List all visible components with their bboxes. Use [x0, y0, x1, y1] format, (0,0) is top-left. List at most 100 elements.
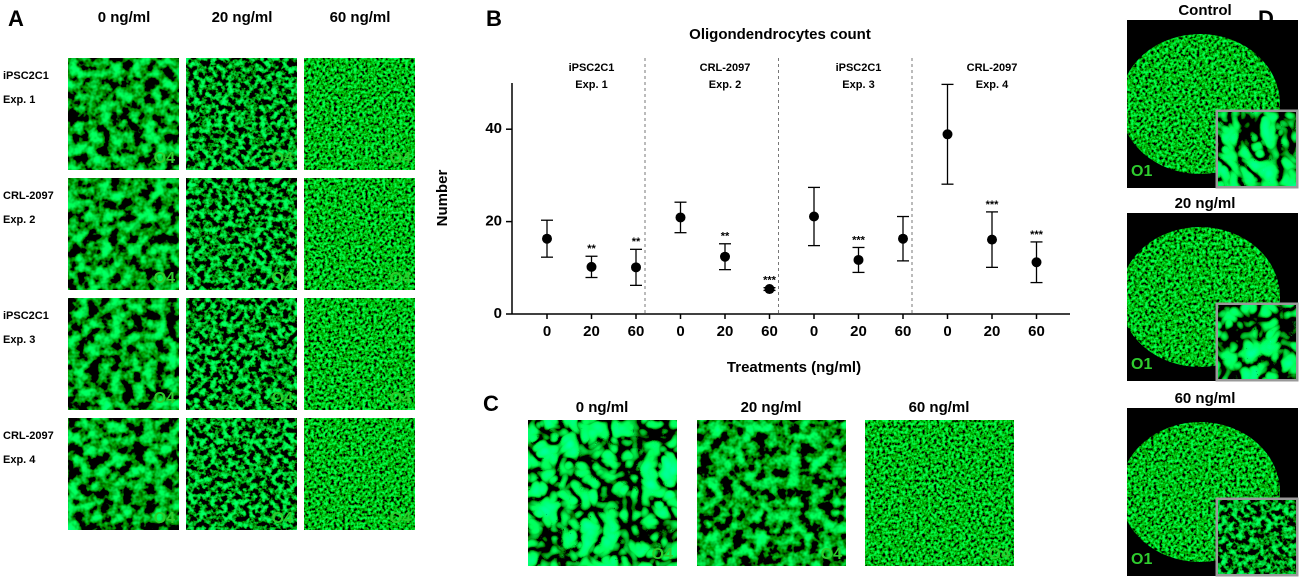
chart-title: Oligondendrocytes count: [689, 26, 871, 43]
marker-label: O4: [390, 150, 411, 167]
x-tick-label: 20: [850, 323, 867, 340]
significance: ***: [852, 234, 866, 246]
row-label: Exp. 1: [3, 94, 35, 106]
x-tick-label: 20: [583, 323, 600, 340]
column-header: 60 ng/ml: [330, 9, 391, 26]
row-label: iPSC2C1: [3, 70, 49, 82]
micrograph: O4: [304, 58, 415, 170]
row-header: 20 ng/ml: [1175, 195, 1236, 212]
x-tick-label: 0: [543, 323, 551, 340]
image-texture: [304, 178, 415, 290]
x-tick-label: 60: [895, 323, 912, 340]
significance: ***: [1030, 229, 1044, 241]
column-header: 60 ng/ml: [909, 399, 970, 416]
group-label: Exp. 4: [976, 79, 1009, 91]
marker-label: O1: [1131, 356, 1152, 373]
group-label: Exp. 1: [575, 79, 607, 91]
image-texture: [186, 178, 297, 290]
micrograph: O4: [68, 178, 179, 290]
x-axis-label: Treatments (ng/ml): [727, 359, 861, 376]
row-header: Control: [1178, 2, 1231, 19]
marker-label: O4: [652, 546, 673, 563]
image-texture: [304, 58, 415, 170]
marker-label: O4: [989, 546, 1010, 563]
point: [1031, 257, 1042, 268]
point: [809, 211, 819, 222]
point: [586, 261, 597, 272]
group-label: CRL-2097: [700, 62, 751, 74]
image-texture: [304, 418, 415, 530]
micrograph: O1: [1127, 408, 1299, 577]
y-tick-label: 40: [485, 120, 502, 137]
marker-label: O4: [272, 510, 293, 527]
micrograph: O4: [304, 178, 415, 290]
x-tick-label: 20: [717, 323, 734, 340]
group-label: iPSC2C1: [836, 62, 882, 74]
image-texture: [68, 418, 179, 530]
micrograph: O4: [68, 298, 179, 410]
row-label: Exp. 4: [3, 454, 36, 466]
image-texture: [186, 298, 297, 410]
panel-label: A: [8, 6, 24, 31]
marker-label: O4: [390, 390, 411, 407]
point: [631, 262, 641, 273]
marker-label: O1: [1131, 551, 1152, 568]
micrograph: O4: [528, 420, 677, 566]
marker-label: O1: [1131, 163, 1152, 180]
point: [542, 233, 552, 244]
point: [987, 234, 997, 245]
inset-texture: [1218, 305, 1296, 379]
micrograph: O4: [186, 178, 297, 290]
significance: **: [587, 243, 596, 255]
image-texture: [186, 418, 297, 530]
row-label: CRL-2097: [3, 430, 54, 442]
row-label: iPSC2C1: [3, 310, 49, 322]
panel-label: B: [486, 6, 502, 31]
column-header: 0 ng/ml: [576, 399, 629, 416]
image-texture: [697, 420, 846, 566]
significance: ***: [986, 199, 1000, 211]
marker-label: O4: [272, 270, 293, 287]
micrograph: O4: [68, 418, 179, 530]
image-texture: [304, 298, 415, 410]
point: [853, 254, 864, 265]
row-label: Exp. 3: [3, 334, 35, 346]
x-tick-label: 60: [1028, 323, 1045, 340]
column-header: 20 ng/ml: [212, 9, 273, 26]
image-texture: [68, 178, 179, 290]
point: [720, 251, 730, 262]
group-label: CRL-2097: [967, 62, 1018, 74]
column-header: 20 ng/ml: [741, 399, 802, 416]
image-texture: [68, 58, 179, 170]
image-texture: [186, 58, 297, 170]
y-tick-label: 20: [485, 213, 502, 230]
x-tick-label: 60: [761, 323, 778, 340]
panel-label: C: [483, 391, 499, 416]
inset-texture: [1218, 500, 1296, 574]
x-tick-label: 60: [628, 323, 645, 340]
micrograph: O4: [186, 58, 297, 170]
micrograph: O4: [865, 420, 1014, 566]
marker-label: O4: [272, 390, 293, 407]
inset-texture: [1218, 112, 1296, 186]
marker-label: O4: [272, 150, 293, 167]
micrograph: O1: [1127, 213, 1299, 382]
marker-label: O4: [154, 390, 175, 407]
image-texture: [528, 420, 677, 566]
point: [942, 129, 953, 140]
marker-label: O4: [821, 546, 842, 563]
micrograph: O4: [697, 420, 846, 566]
marker-label: O4: [390, 270, 411, 287]
micrograph: O1: [1127, 20, 1299, 189]
column-header: 0 ng/ml: [98, 9, 151, 26]
y-tick-label: 0: [494, 305, 502, 322]
image-texture: [68, 298, 179, 410]
micrograph: O4: [186, 418, 297, 530]
group-label: iPSC2C1: [569, 62, 615, 74]
point: [898, 233, 908, 244]
point: [675, 212, 686, 223]
y-axis-label: Number: [434, 170, 451, 227]
row-label: Exp. 2: [3, 214, 35, 226]
image-texture: [865, 420, 1014, 566]
